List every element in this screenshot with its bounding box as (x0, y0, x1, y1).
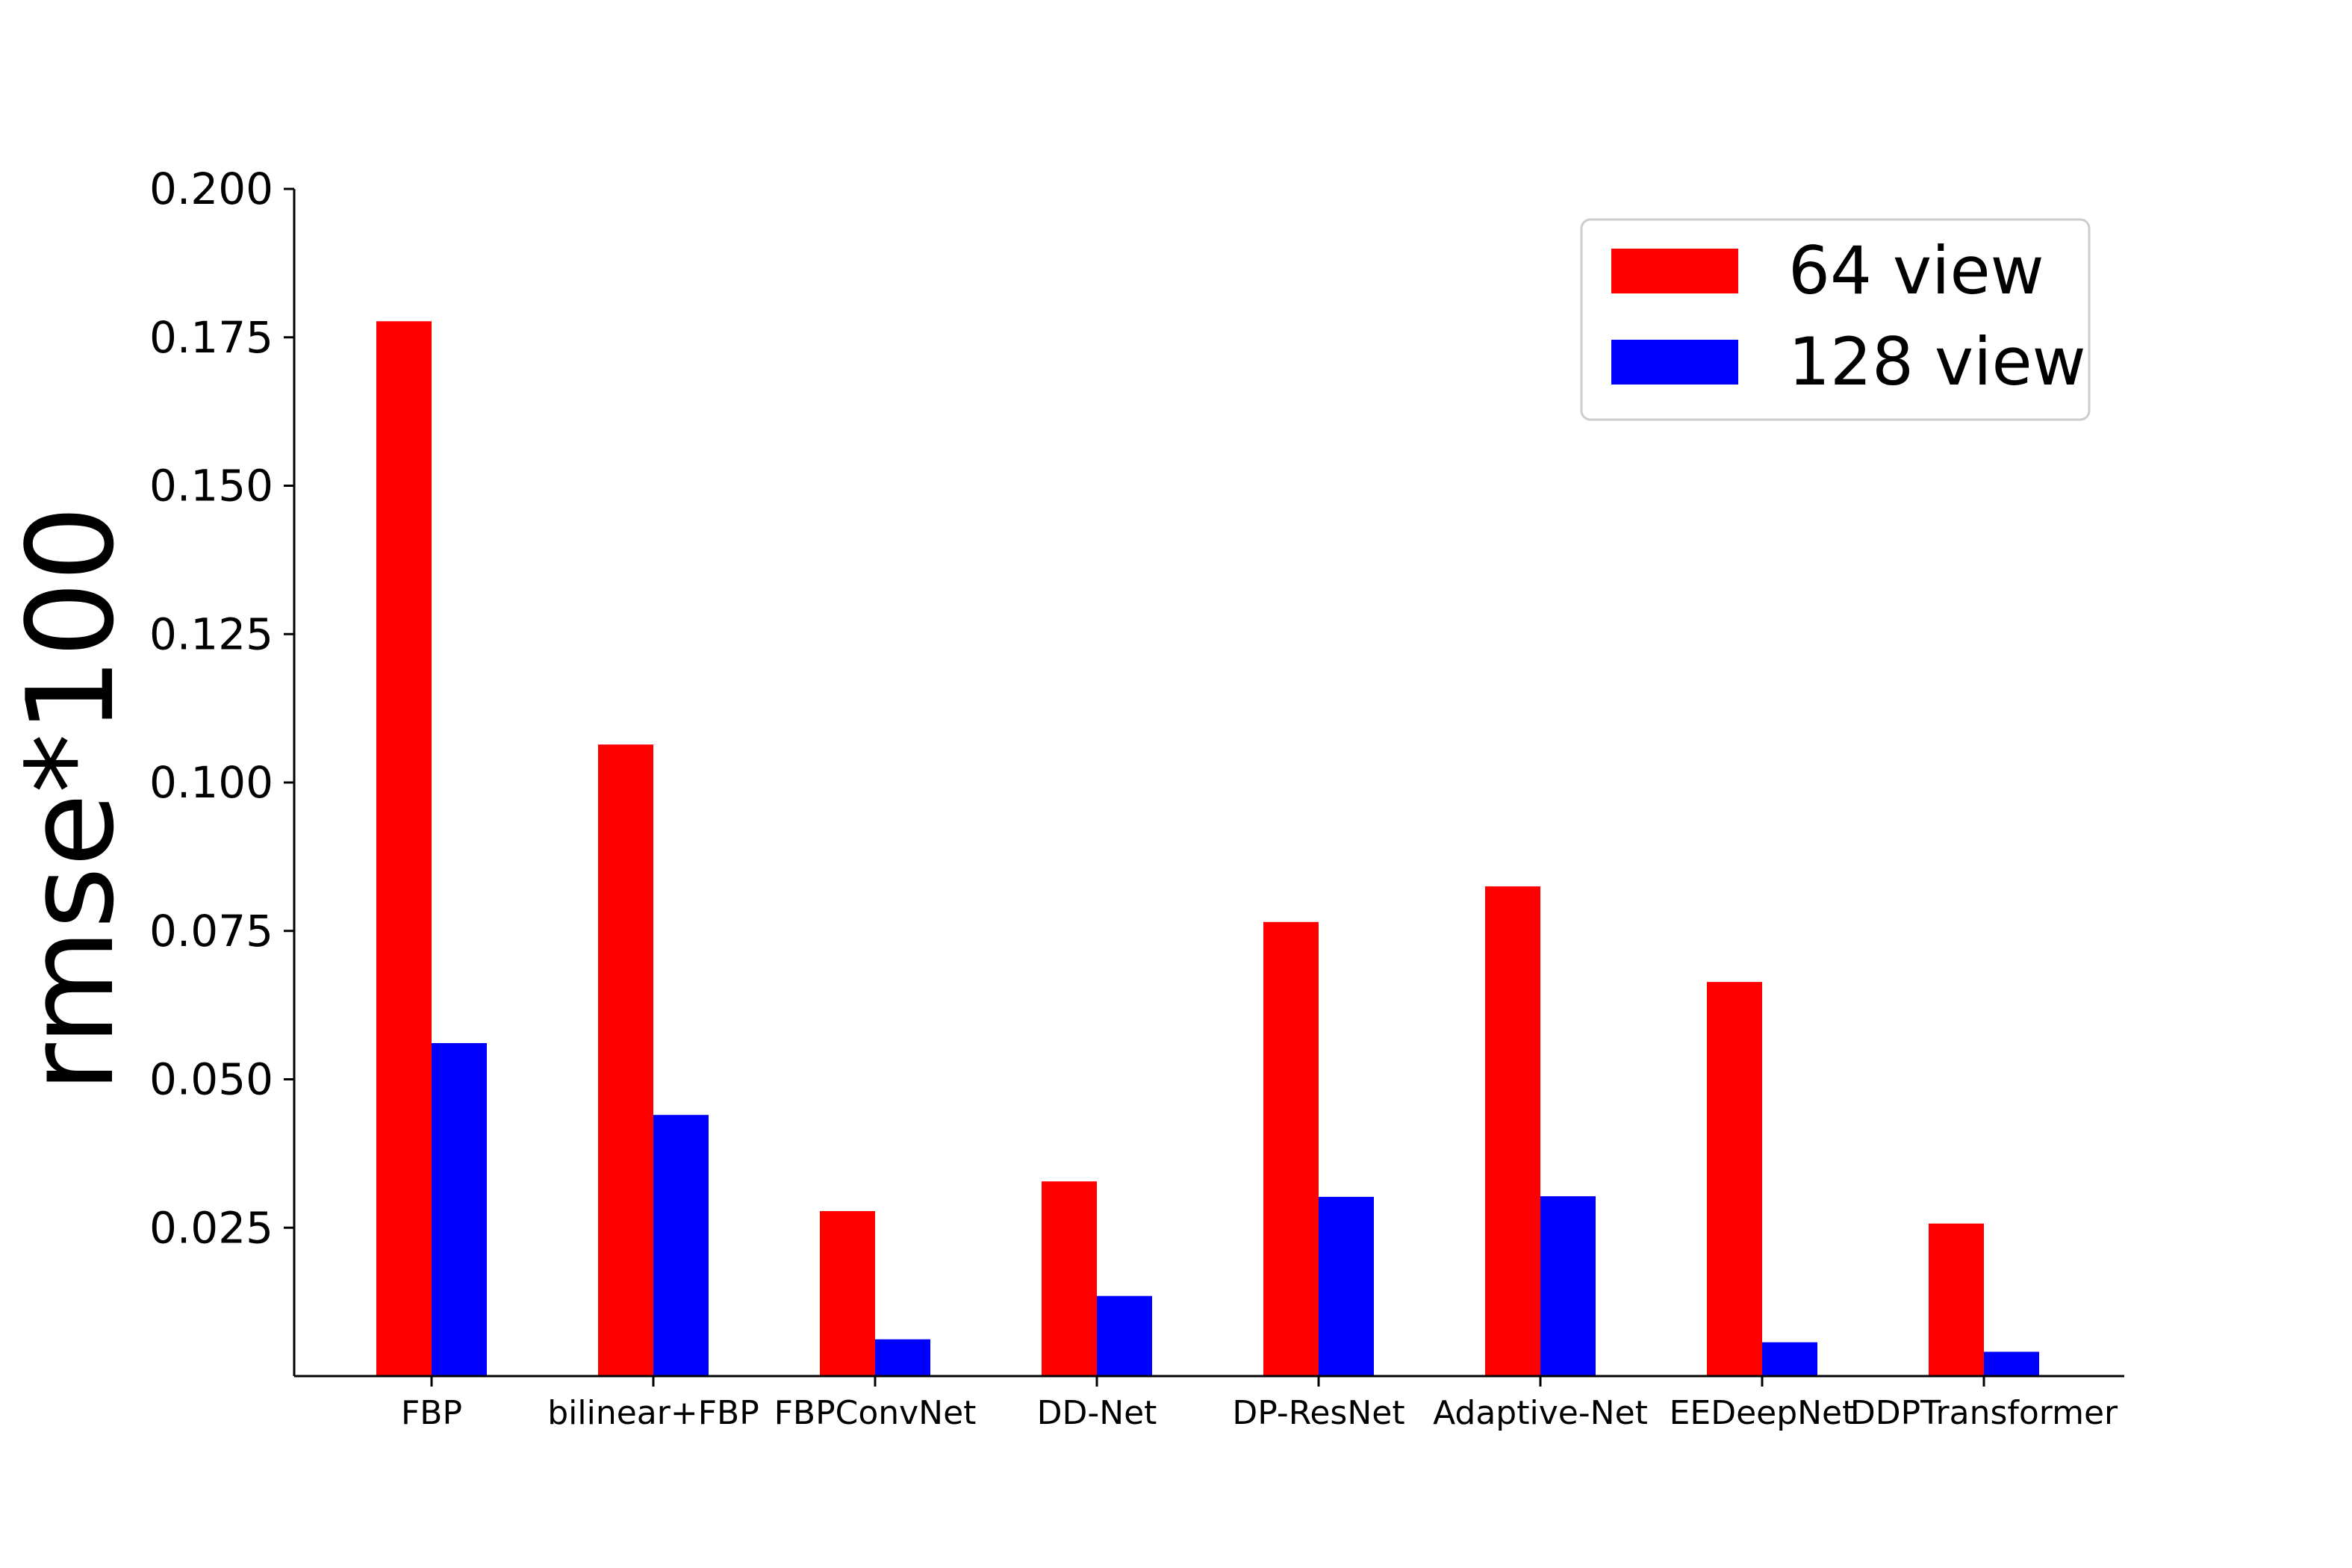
bars-layer (376, 321, 2039, 1376)
legend-swatch-1 (1611, 249, 1738, 293)
x-ticks: FBP bilinear+FBP FBPConvNet DD-Net DP-ResNet… (401, 1376, 2118, 1432)
legend-swatch-2 (1611, 340, 1738, 385)
y-tick-label: 0.100 (149, 757, 273, 808)
bar-series2-2 (875, 1339, 930, 1376)
bar-series1-2 (820, 1210, 875, 1376)
y-tick-label: 0.050 (149, 1054, 273, 1105)
legend: 64 view 128 view (1580, 218, 2091, 421)
bar-series2-1 (653, 1115, 709, 1376)
bar-series2-0 (432, 1043, 487, 1376)
legend-label-2: 128 view (1788, 323, 2086, 400)
bar-series1-0 (376, 321, 432, 1376)
y-ticks: 0.025 0.050 0.075 0.100 0.125 0.150 0.175 0.200 (149, 164, 294, 1253)
bar-series2-3 (1097, 1295, 1152, 1376)
y-tick-label: 0.150 (149, 461, 273, 511)
x-tick-label: EEDeepNet (1670, 1394, 1855, 1432)
x-tick-label: DDPTransformer (1850, 1394, 2118, 1432)
x-tick-label: DP-ResNet (1232, 1394, 1404, 1432)
y-axis-label: rmse*100 (1, 505, 140, 1092)
legend-label-1: 64 view (1788, 232, 2044, 309)
bar-series2-5 (1540, 1196, 1596, 1376)
bar-series2-4 (1319, 1196, 1374, 1376)
y-tick-label: 0.125 (149, 609, 273, 659)
bar-series2-7 (1984, 1351, 2039, 1376)
y-tick-label: 0.175 (149, 312, 273, 363)
bar-series1-3 (1042, 1181, 1097, 1376)
bar-series1-7 (1929, 1223, 1984, 1376)
bar-series1-4 (1263, 921, 1319, 1376)
x-tick-label: DD-Net (1037, 1394, 1157, 1432)
x-tick-label: bilinear+FBP (547, 1394, 759, 1432)
x-tick-label: FBP (401, 1394, 462, 1432)
y-tick-label: 0.025 (149, 1202, 273, 1253)
bar-series1-1 (598, 744, 653, 1376)
y-tick-label: 0.200 (149, 164, 273, 214)
bar-series1-6 (1707, 982, 1762, 1376)
bar-series2-6 (1762, 1342, 1817, 1376)
bar-series1-5 (1485, 886, 1540, 1376)
x-tick-label: FBPConvNet (774, 1394, 977, 1432)
y-tick-label: 0.075 (149, 906, 273, 956)
x-tick-label: Adaptive-Net (1433, 1394, 1648, 1432)
